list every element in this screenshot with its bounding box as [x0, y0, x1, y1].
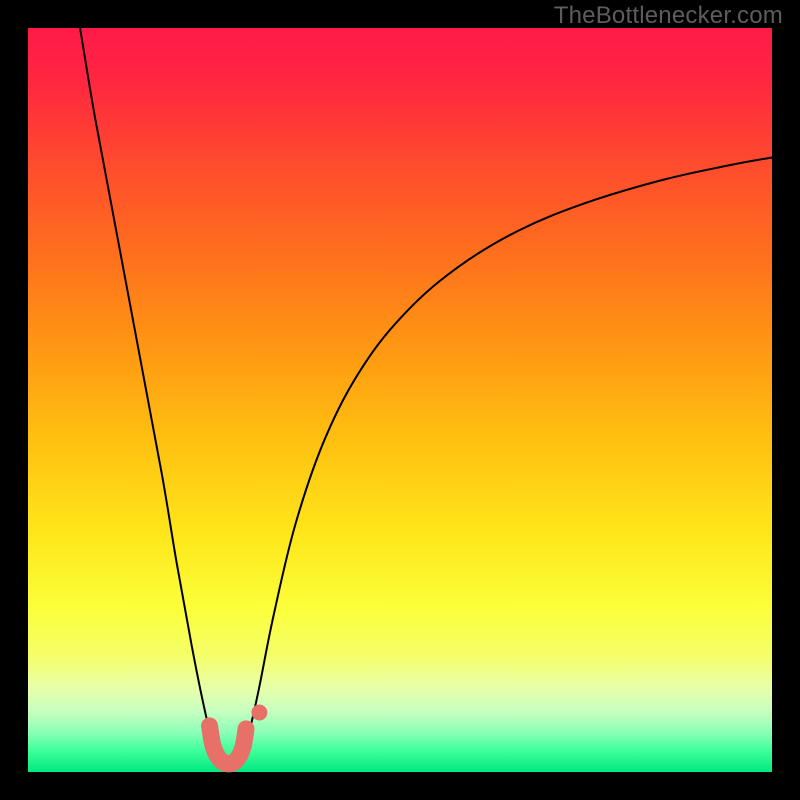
plot-svg	[0, 0, 800, 800]
watermark-text: TheBottlenecker.com	[554, 2, 783, 30]
gradient-background	[28, 28, 772, 772]
marker-dot	[251, 704, 267, 720]
